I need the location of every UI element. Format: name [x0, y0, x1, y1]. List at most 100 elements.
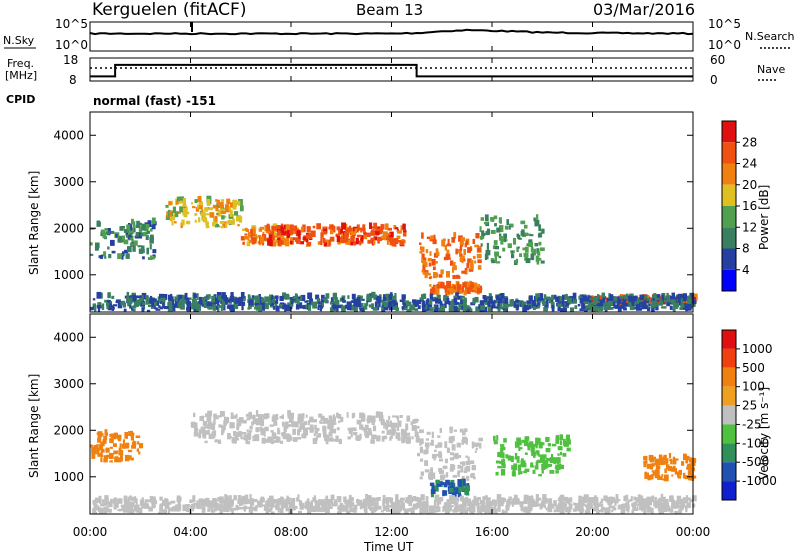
data-cell	[149, 236, 154, 244]
data-cell	[684, 475, 689, 480]
data-cell	[213, 507, 217, 512]
data-cell	[146, 309, 151, 312]
data-cell	[267, 498, 272, 501]
data-cell	[347, 228, 353, 232]
data-cell	[233, 211, 239, 216]
data-cell	[498, 225, 504, 233]
data-cell	[350, 497, 354, 501]
data-cell	[534, 243, 539, 247]
data-cell	[350, 235, 355, 242]
data-cell	[297, 418, 302, 424]
data-cell	[459, 461, 465, 465]
data-cell	[623, 296, 626, 303]
data-cell	[404, 300, 410, 304]
data-cell	[283, 224, 286, 229]
data-cell	[651, 300, 657, 308]
data-cell	[334, 297, 338, 303]
data-cell	[449, 501, 455, 504]
data-cell	[446, 500, 452, 507]
data-cell	[382, 297, 387, 301]
data-cell	[207, 507, 210, 512]
data-cell	[535, 437, 539, 445]
data-cell	[674, 506, 677, 509]
data-cell	[463, 249, 466, 255]
data-cell	[516, 456, 520, 463]
data-cell	[440, 269, 444, 275]
power-colorbar-segment	[722, 163, 736, 185]
data-cell	[292, 437, 298, 442]
data-cell	[435, 484, 439, 491]
data-cell	[455, 248, 458, 255]
data-cell	[577, 304, 581, 307]
data-cell	[267, 436, 271, 443]
data-cell	[313, 506, 317, 510]
data-cell	[287, 424, 292, 427]
data-cell	[501, 509, 505, 514]
data-cell	[513, 237, 516, 245]
data-cell	[589, 297, 592, 301]
data-cell	[497, 451, 502, 458]
data-cell	[299, 241, 304, 245]
data-cell	[514, 452, 518, 459]
data-cell	[535, 445, 538, 449]
data-cell	[302, 224, 306, 232]
data-cell	[448, 506, 452, 512]
data-cell	[282, 421, 285, 427]
data-cell	[415, 497, 420, 501]
data-cell	[519, 447, 523, 450]
data-cell	[112, 306, 115, 310]
data-cell	[599, 501, 602, 505]
data-cell	[125, 442, 129, 449]
data-cell	[628, 302, 632, 306]
data-cell	[120, 455, 123, 462]
data-cell	[193, 502, 197, 506]
data-cell	[598, 305, 604, 312]
data-cell	[325, 293, 330, 299]
data-cell	[306, 502, 312, 509]
data-cell	[343, 496, 347, 503]
data-cell	[104, 256, 107, 259]
data-cell	[115, 499, 120, 502]
data-cell	[261, 297, 265, 303]
data-cell	[240, 236, 246, 241]
data-cell	[530, 253, 535, 261]
data-cell	[425, 447, 429, 454]
data-cell	[242, 437, 248, 440]
data-cell	[671, 474, 674, 477]
data-cell	[380, 224, 385, 230]
data-cell	[130, 506, 134, 510]
data-cell	[636, 298, 640, 304]
data-cell	[430, 505, 433, 512]
cpid-label: CPID	[6, 93, 35, 106]
data-cell	[419, 297, 424, 301]
data-cell	[639, 500, 644, 506]
data-cell	[346, 301, 351, 305]
data-cell	[582, 295, 587, 302]
data-cell	[229, 501, 234, 507]
data-cell	[180, 294, 185, 299]
data-cell	[109, 452, 114, 459]
data-cell	[514, 457, 518, 460]
data-cell	[674, 468, 677, 475]
data-cell	[289, 502, 293, 509]
data-cell	[299, 502, 305, 508]
data-cell	[351, 427, 355, 431]
data-cell	[538, 258, 542, 261]
data-cell	[468, 268, 474, 272]
data-cell	[119, 443, 122, 448]
data-cell	[91, 452, 96, 459]
data-cell	[525, 233, 531, 236]
data-cell	[330, 420, 334, 428]
data-cell	[457, 470, 460, 474]
data-cell	[669, 305, 673, 310]
power-colorbar-tick-label: 24	[742, 157, 757, 171]
data-cell	[333, 499, 338, 507]
data-cell	[517, 234, 521, 239]
data-cell	[545, 447, 551, 453]
data-cell	[356, 234, 362, 238]
data-cell	[515, 300, 520, 303]
data-cell	[329, 230, 334, 235]
data-cell	[221, 292, 226, 299]
data-cell	[331, 503, 336, 507]
data-cell	[419, 499, 422, 504]
